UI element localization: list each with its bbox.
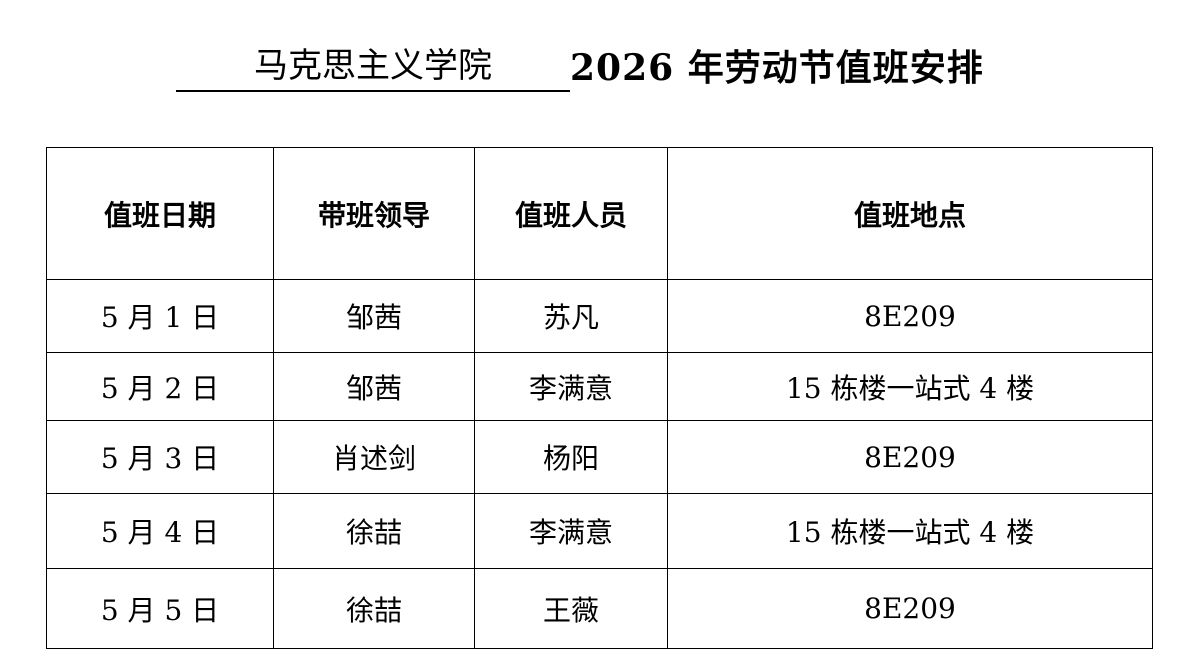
document-title: 马克思主义学院 2026 年劳动节值班安排	[176, 40, 984, 92]
department-name: 马克思主义学院	[176, 42, 570, 92]
cell-staff: 李满意	[474, 352, 668, 421]
duty-schedule-table: 值班日期 带班领导 值班人员 值班地点 5 月 1 日 邹茜 苏凡 8E209 …	[46, 147, 1153, 649]
cell-location: 8E209	[667, 279, 1153, 353]
table-row: 5 月 2 日 邹茜 李满意 15 栋楼一站式 4 楼	[46, 352, 1153, 421]
cell-date: 5 月 2 日	[46, 352, 274, 421]
table-row: 5 月 3 日 肖述剑 杨阳 8E209	[46, 420, 1153, 494]
table-row: 5 月 4 日 徐喆 李满意 15 栋楼一站式 4 楼	[46, 493, 1153, 569]
header-staff: 值班人员	[474, 147, 668, 280]
cell-date: 5 月 1 日	[46, 279, 274, 353]
cell-date: 5 月 4 日	[46, 493, 274, 569]
cell-staff: 杨阳	[474, 420, 668, 494]
cell-leader: 徐喆	[273, 493, 475, 569]
cell-leader: 徐喆	[273, 568, 475, 649]
table-header-row: 值班日期 带班领导 值班人员 值班地点	[46, 147, 1153, 280]
schedule-title: 2026 年劳动节值班安排	[570, 47, 984, 89]
cell-staff: 李满意	[474, 493, 668, 569]
cell-location: 15 栋楼一站式 4 楼	[667, 352, 1153, 421]
cell-leader: 邹茜	[273, 279, 475, 353]
cell-location: 8E209	[667, 420, 1153, 494]
header-date: 值班日期	[46, 147, 274, 280]
table-row: 5 月 1 日 邹茜 苏凡 8E209	[46, 279, 1153, 353]
cell-date: 5 月 3 日	[46, 420, 274, 494]
cell-location: 8E209	[667, 568, 1153, 649]
cell-staff: 王薇	[474, 568, 668, 649]
cell-staff: 苏凡	[474, 279, 668, 353]
cell-leader: 邹茜	[273, 352, 475, 421]
header-location: 值班地点	[667, 147, 1153, 280]
cell-location: 15 栋楼一站式 4 楼	[667, 493, 1153, 569]
cell-leader: 肖述剑	[273, 420, 475, 494]
table-row: 5 月 5 日 徐喆 王薇 8E209	[46, 568, 1153, 649]
header-leader: 带班领导	[273, 147, 475, 280]
cell-date: 5 月 5 日	[46, 568, 274, 649]
